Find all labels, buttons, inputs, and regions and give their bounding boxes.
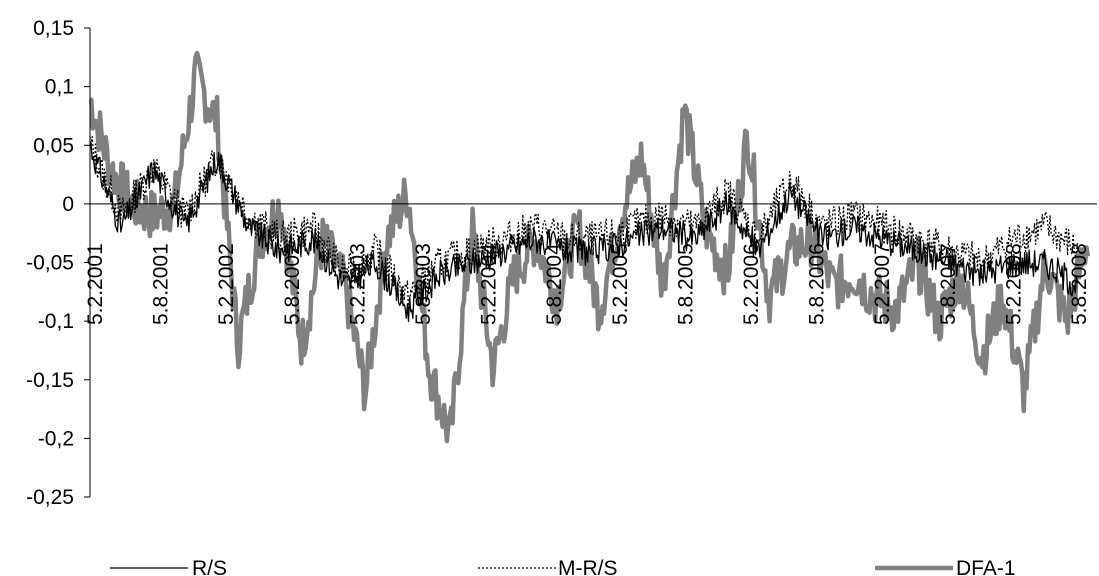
y-tick-label: -0,05: [26, 252, 74, 275]
x-tick-label: 5.8.2003: [412, 243, 435, 325]
x-tick-label: 5.8.2007: [937, 243, 960, 325]
x-tick-label: 5.2.2006: [740, 243, 763, 325]
y-tick-label: -0,1: [38, 310, 74, 333]
series-layer: [88, 50, 1091, 444]
series-line-r-s: [89, 143, 1079, 322]
x-tick-label: 5.8.2006: [806, 243, 829, 325]
x-tick-label: 5.8.2005: [674, 243, 697, 325]
legend-label: DFA-1: [956, 557, 1016, 576]
x-tick-label: 5.2.2001: [84, 243, 107, 325]
y-tick-label: 0: [62, 193, 74, 216]
x-tick-labels: 5.2.2001 5.8.2001 5.2.2002 5.8.2002 5.2.2003…: [84, 243, 1091, 325]
x-tick-label: 5.2.2007: [871, 243, 894, 325]
series-line-m-r-s: [89, 135, 1079, 313]
legend: R/S M-R/S DFA-1: [110, 557, 1016, 576]
x-tick-label: 5.8.2002: [281, 243, 304, 325]
x-tick-label: 5.2.2002: [215, 243, 238, 325]
x-tick-label: 5.8.2008: [1068, 243, 1091, 325]
x-tick-label: 5.2.2005: [609, 243, 632, 325]
x-tick-label: 5.2.2004: [478, 243, 501, 325]
x-tick-label: 5.8.2004: [543, 243, 566, 325]
y-tick-label: 0,05: [33, 134, 74, 157]
series-line-dfa-1: [88, 50, 1091, 444]
y-tick-label: 0,1: [45, 76, 74, 99]
y-tick-label: 0,15: [33, 17, 74, 40]
x-tick-label: 5.2.2008: [1002, 243, 1025, 325]
y-tick-label: -0,15: [26, 369, 74, 392]
axes: [84, 27, 1097, 498]
x-tick-label: 5.8.2001: [150, 243, 173, 325]
x-tick-label: 5.2.2003: [346, 243, 369, 325]
y-tick-label: -0,2: [38, 427, 74, 450]
legend-label: M-R/S: [558, 557, 618, 576]
y-tick-label: -0,25: [26, 486, 74, 509]
legend-label: R/S: [192, 557, 227, 576]
y-tick-labels: 0,15 0,1 0,05 0 -0,05 -0,1 -0,15 -0,2 -0,25: [26, 17, 74, 509]
